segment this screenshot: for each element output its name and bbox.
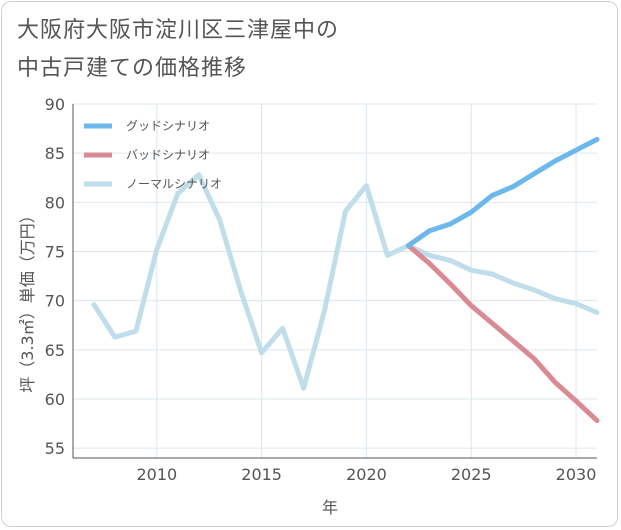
chart-series: [91, 136, 600, 424]
y-tick-label: 70: [45, 292, 65, 311]
y-tick-label: 85: [45, 144, 65, 163]
legend-label-normal: ノーマルシナリオ: [126, 177, 222, 191]
chart-ticks: 55 60 65 70 75 80 85 90 2010 2015 2020 2025 2030: [45, 95, 597, 484]
x-axis-title: 年: [322, 498, 338, 517]
y-tick-label: 90: [45, 95, 65, 114]
good-scenario-line: [405, 136, 600, 249]
legend-label-good: グッドシナリオ: [126, 119, 210, 133]
normal-scenario-line: [91, 172, 600, 391]
x-tick-label: 2020: [346, 465, 387, 484]
legend-label-bad: バッドシナリオ: [126, 148, 210, 162]
y-tick-label: 75: [45, 243, 65, 262]
x-tick-label: 2010: [136, 465, 177, 484]
y-tick-label: 80: [45, 193, 65, 212]
bad-scenario-line: [405, 243, 600, 424]
x-tick-label: 2025: [451, 465, 492, 484]
chart-title: 大阪府大阪市淀川区三津屋中の 中古戸建ての価格推移: [17, 12, 339, 88]
x-tick-label: 2015: [241, 465, 282, 484]
chart-title-line-2: 中古戸建ての価格推移: [17, 56, 248, 81]
y-tick-label: 65: [45, 341, 65, 360]
chart-grid: [72, 103, 597, 459]
x-tick-label: 2030: [556, 465, 597, 484]
y-tick-label: 60: [45, 390, 65, 409]
y-tick-label: 55: [45, 439, 65, 458]
chart-title-line-1: 大阪府大阪市淀川区三津屋中の: [17, 18, 340, 43]
y-axis-title: 坪（3.3㎡）単価（万円）: [18, 207, 37, 392]
